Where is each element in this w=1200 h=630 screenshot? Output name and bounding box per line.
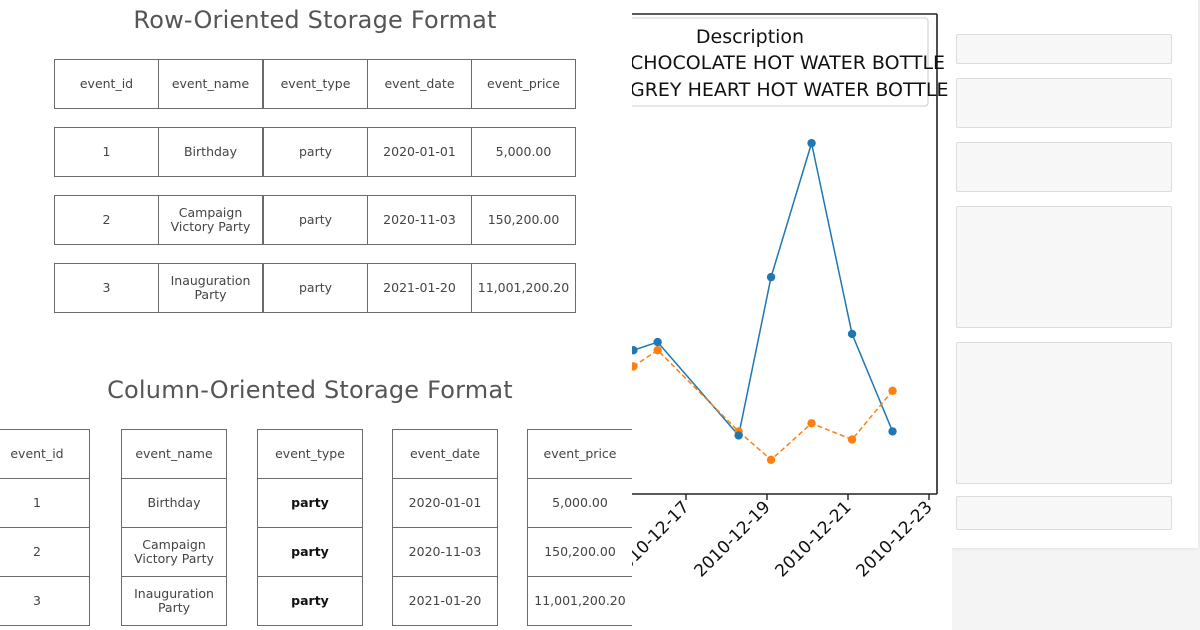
placeholder-field-5	[956, 342, 1172, 484]
column-header-cell: event_date	[392, 429, 498, 479]
series-1-point	[888, 427, 897, 436]
column-data-cell: 2	[0, 527, 90, 577]
series-2-point	[766, 455, 776, 465]
legend-title: Description	[696, 26, 804, 48]
blank-form-panel	[952, 0, 1200, 630]
row-data-cell: party	[263, 127, 368, 177]
placeholder-field-3	[956, 142, 1172, 192]
x-tick-label: 2010-12-17	[632, 497, 694, 581]
column-data-cell: party	[257, 576, 363, 626]
series-1-point	[653, 337, 662, 347]
row-header-cell: event_price	[471, 59, 576, 109]
placeholder-field-1	[956, 34, 1172, 64]
column-data-cell: Inauguration Party	[121, 576, 227, 626]
column-data-cell: 2021-01-20	[392, 576, 498, 626]
column-data-cell: party	[257, 527, 363, 577]
row-data-cell: 2	[54, 195, 159, 245]
series-1-point	[734, 431, 743, 440]
row-data-cell: 150,200.00	[471, 195, 576, 245]
row-data-cell: 2020-01-01	[367, 127, 472, 177]
series-2-point	[847, 435, 857, 444]
placeholder-field-4	[956, 206, 1172, 328]
column-data-cell: 2020-01-01	[392, 478, 498, 528]
column-data-cell: 5,000.00	[527, 478, 632, 528]
row-data-cell: 5,000.00	[471, 127, 576, 177]
series-2-point	[653, 346, 662, 355]
x-tick-label: 2010-12-19	[691, 497, 775, 581]
series-1-point	[807, 138, 816, 148]
column-data-cell: party	[257, 478, 363, 528]
row-header-cell: event_type	[263, 59, 368, 109]
series-line-1	[633, 142, 894, 438]
column-header-cell: event_id	[0, 429, 90, 479]
column-data-cell: 3	[0, 576, 90, 626]
row-data-cell: 11,001,200.20	[471, 263, 576, 313]
series-2-point	[807, 419, 816, 428]
legend-box	[632, 17, 929, 107]
column-data-cell: 11,001,200.20	[527, 576, 632, 626]
placeholder-field-2	[956, 78, 1172, 128]
series-1-point	[632, 346, 638, 355]
line-chart: 2010-12-172010-12-192010-12-212010-12-23…	[632, 13, 948, 581]
column-data-cell: 2020-11-03	[392, 527, 498, 577]
row-header-cell: event_name	[158, 59, 263, 109]
column-data-cell: 150,200.00	[527, 527, 632, 577]
column-header-cell: event_type	[257, 429, 363, 479]
legend-entry-1: CHOCOLATE HOT WATER BOTTLE	[632, 52, 945, 74]
row-data-cell: 3	[54, 263, 159, 313]
column-data-cell: Birthday	[121, 478, 227, 528]
series-1-point	[766, 272, 776, 282]
row-data-cell: party	[263, 195, 368, 245]
row-header-cell: event_date	[367, 59, 472, 109]
row-format-title: Row-Oriented Storage Format	[133, 6, 497, 34]
series-2-point	[888, 386, 897, 395]
legend-entry-2: GREY HEART HOT WATER BOTTLE	[632, 79, 948, 101]
placeholder-field-6	[956, 496, 1172, 530]
column-header-cell: event_price	[527, 429, 632, 479]
x-tick-label: 2010-12-21	[772, 497, 856, 581]
row-data-cell: Inauguration Party	[158, 263, 263, 313]
row-header-cell: event_id	[54, 59, 159, 109]
row-data-cell: Birthday	[158, 127, 263, 177]
x-tick-label: 2010-12-23	[853, 497, 937, 581]
column-format-title: Column-Oriented Storage Format	[107, 376, 513, 404]
row-data-cell: 1	[54, 127, 159, 177]
column-data-cell: 1	[0, 478, 90, 528]
line-chart-panel: 2010-12-17 2010-12-19 2010-12-21 2010-12-23…	[632, 0, 952, 630]
row-data-cell: party	[263, 263, 368, 313]
storage-format-diagram: Row-Oriented Storage Format event_id even…	[0, 6, 632, 626]
series-1-point	[847, 329, 857, 339]
series-2-point	[632, 362, 638, 371]
row-data-cell: 2021-01-20	[367, 263, 472, 313]
column-data-cell: Campaign Victory Party	[121, 527, 227, 577]
column-header-cell: event_name	[121, 429, 227, 479]
row-data-cell: Campaign Victory Party	[158, 195, 263, 245]
row-data-cell: 2020-11-03	[367, 195, 472, 245]
